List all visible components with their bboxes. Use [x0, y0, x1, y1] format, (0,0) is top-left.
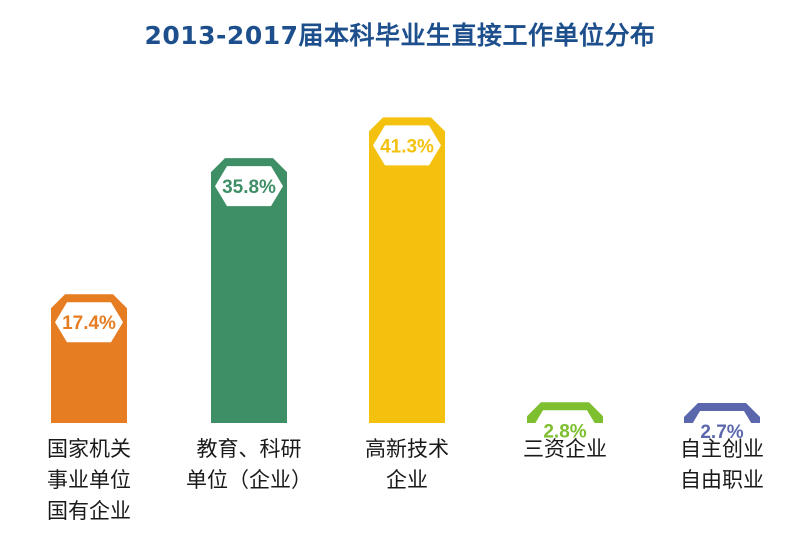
category-label: 三资企业 [523, 437, 607, 461]
bar [369, 117, 445, 423]
category-label: 教育、科研 单位（企业） [186, 437, 312, 492]
value-badge [688, 411, 756, 452]
data-label: 2.7% [700, 422, 743, 443]
chart-title: 2013-2017届本科毕业生直接工作单位分布 [144, 21, 656, 50]
value-badge [55, 302, 123, 343]
category-label: 自主创业 自由职业 [680, 437, 764, 492]
bar [211, 158, 287, 423]
data-label: 2.8% [543, 421, 586, 442]
category-label: 高新技术 企业 [365, 437, 449, 492]
value-badge [215, 166, 283, 207]
data-label: 41.3% [380, 136, 434, 157]
data-label: 17.4% [62, 313, 116, 334]
value-badge [373, 125, 441, 166]
category-label: 国家机关 事业单位 国有企业 [47, 437, 131, 523]
data-label: 35.8% [222, 177, 276, 198]
value-badge [531, 410, 599, 451]
